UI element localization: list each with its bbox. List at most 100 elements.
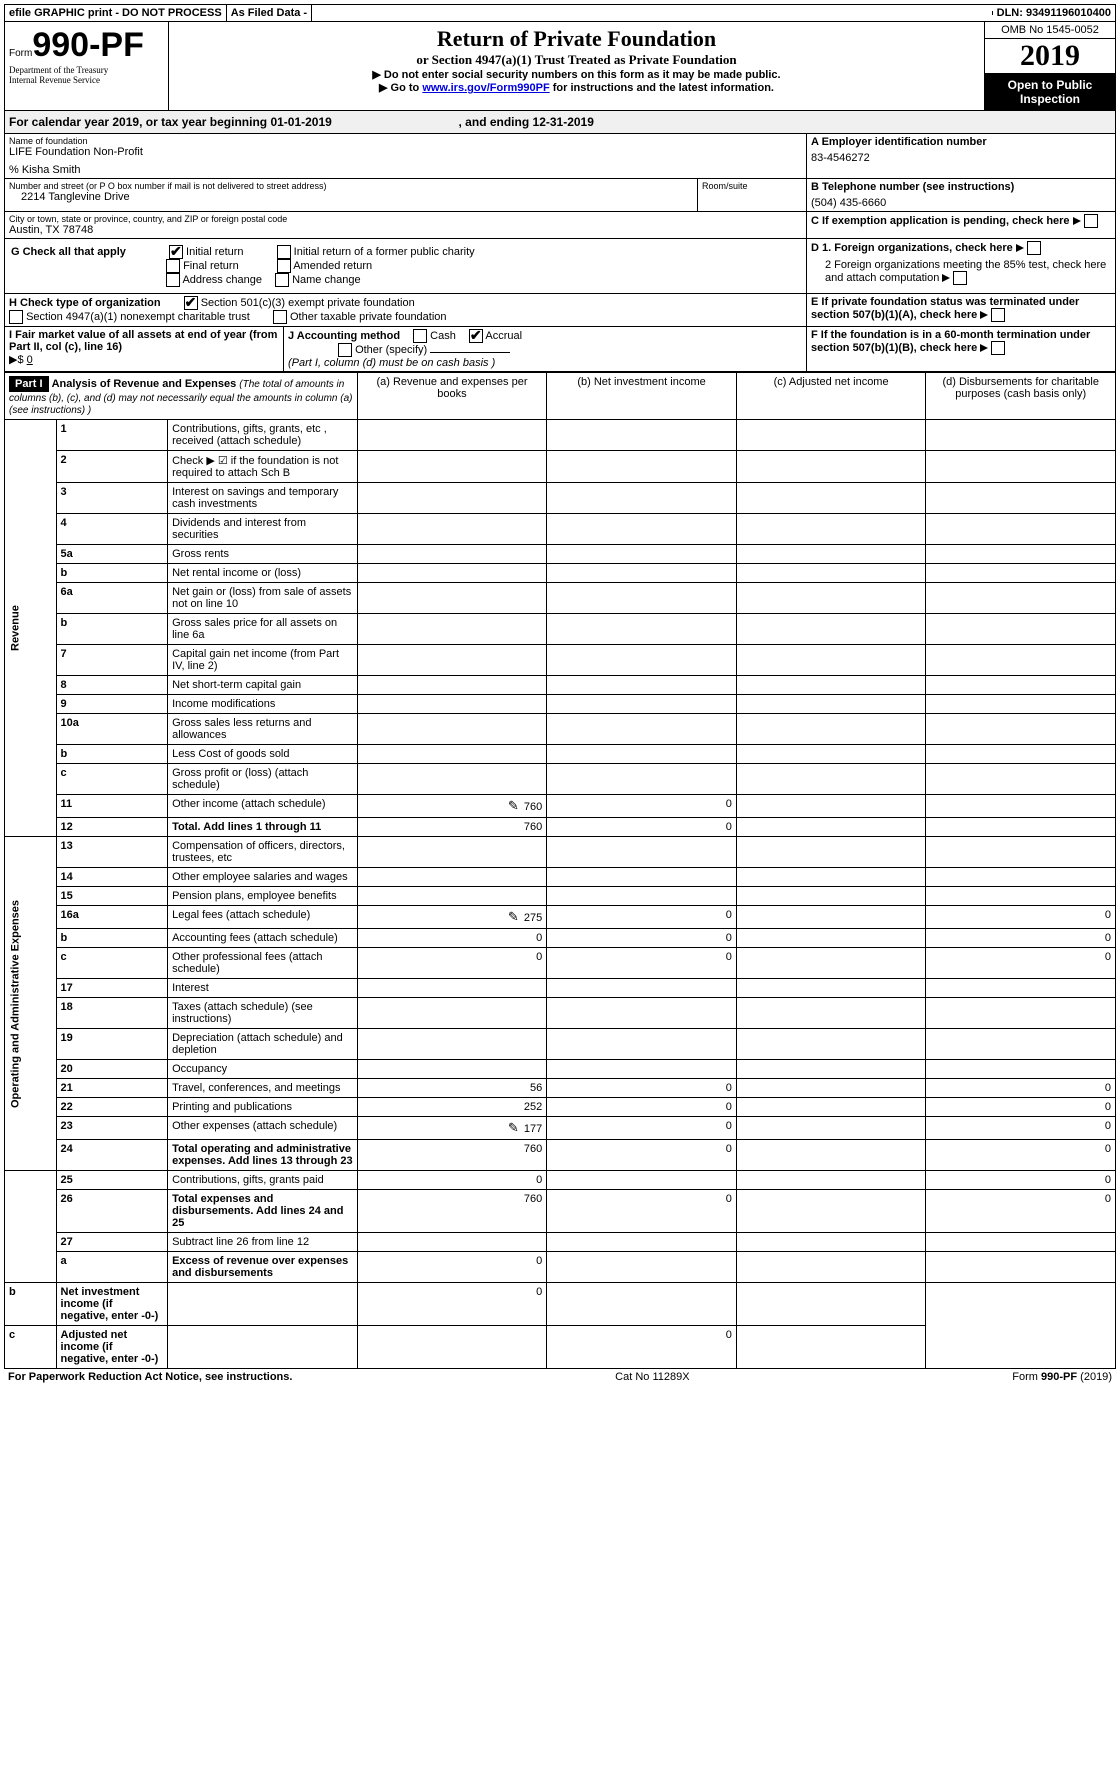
amt-cell <box>926 645 1116 676</box>
amt-cell: 0 <box>926 948 1116 979</box>
line-row: 22Printing and publications25200 <box>5 1098 1116 1117</box>
line-row: 24Total operating and administrative exp… <box>5 1140 1116 1171</box>
amt-cell <box>547 1029 737 1060</box>
amt-cell <box>547 887 737 906</box>
amt-cell <box>357 998 547 1029</box>
amt-cell: 0 <box>357 1283 547 1326</box>
line-num: 14 <box>56 868 168 887</box>
arrow-icon <box>942 274 950 282</box>
amt-cell: 0 <box>926 906 1116 929</box>
header: Form990-PF Department of the Treasury In… <box>4 22 1116 111</box>
amt-cell <box>736 564 926 583</box>
amt-cell <box>736 1190 926 1233</box>
line-num: 10a <box>56 714 168 745</box>
line-desc: Dividends and interest from securities <box>168 514 358 545</box>
line-row: 25Contributions, gifts, grants paid00 <box>5 1171 1116 1190</box>
form-word: Form <box>9 48 32 59</box>
amt-cell <box>736 545 926 564</box>
amt-cell <box>547 1060 737 1079</box>
arrow-icon <box>980 311 988 319</box>
line-row: bGross sales price for all assets on lin… <box>5 614 1116 645</box>
dept-label: Department of the Treasury <box>9 65 164 75</box>
amt-cell <box>736 1079 926 1098</box>
amt-cell <box>926 564 1116 583</box>
line-desc: Subtract line 26 from line 12 <box>168 1233 358 1252</box>
amt-cell: 0 <box>926 1171 1116 1190</box>
amt-cell <box>547 695 737 714</box>
line-row: aExcess of revenue over expenses and dis… <box>5 1252 1116 1283</box>
c-checkbox[interactable] <box>1084 214 1098 228</box>
e-checkbox[interactable] <box>991 308 1005 322</box>
tel-value: (504) 435-6660 <box>811 197 1111 209</box>
line-num: 21 <box>56 1079 168 1098</box>
amt-cell <box>736 1117 926 1140</box>
g-amended-checkbox[interactable] <box>277 259 291 273</box>
irs-link[interactable]: www.irs.gov/Form990PF <box>422 82 549 94</box>
f-checkbox[interactable] <box>991 341 1005 355</box>
line-num: 8 <box>56 676 168 695</box>
g-initial-checkbox[interactable] <box>169 245 183 259</box>
line-desc: Other expenses (attach schedule) <box>168 1117 358 1140</box>
amt-cell <box>736 868 926 887</box>
line-num: b <box>56 614 168 645</box>
attachment-icon[interactable]: ✎ <box>508 1120 519 1135</box>
g-former-checkbox[interactable] <box>277 245 291 259</box>
amt-cell <box>926 420 1116 451</box>
line-num: 13 <box>56 837 168 868</box>
line-row: cOther professional fees (attach schedul… <box>5 948 1116 979</box>
j-accrual-checkbox[interactable] <box>469 329 483 343</box>
amt-cell <box>357 714 547 745</box>
amt-cell <box>926 887 1116 906</box>
amt-cell <box>547 837 737 868</box>
g-final-checkbox[interactable] <box>166 259 180 273</box>
line-row: 16aLegal fees (attach schedule)✎ 27500 <box>5 906 1116 929</box>
amt-cell <box>736 483 926 514</box>
amt-cell <box>926 868 1116 887</box>
g-name-checkbox[interactable] <box>275 273 289 287</box>
attachment-icon[interactable]: ✎ <box>508 798 519 813</box>
line-row: 20Occupancy <box>5 1060 1116 1079</box>
amt-cell <box>357 564 547 583</box>
amt-cell: 0 <box>547 1098 737 1117</box>
amt-cell: 0 <box>547 906 737 929</box>
line-desc: Legal fees (attach schedule) <box>168 906 358 929</box>
amt-cell <box>547 545 737 564</box>
h-other-checkbox[interactable] <box>273 310 287 324</box>
amt-cell <box>926 979 1116 998</box>
amt-cell <box>926 1233 1116 1252</box>
j-other-checkbox[interactable] <box>338 343 352 357</box>
line-num: 19 <box>56 1029 168 1060</box>
amt-cell <box>736 745 926 764</box>
g-address-checkbox[interactable] <box>166 273 180 287</box>
amt-cell <box>547 1252 737 1283</box>
room-label: Room/suite <box>702 181 802 191</box>
amt-cell: 0 <box>357 929 547 948</box>
amt-cell <box>926 1060 1116 1079</box>
d1-checkbox[interactable] <box>1027 241 1041 255</box>
amt-cell <box>357 837 547 868</box>
arrow-icon <box>1016 244 1024 252</box>
line-row: 9Income modifications <box>5 695 1116 714</box>
amt-cell <box>357 451 547 483</box>
line-num: 11 <box>56 795 168 818</box>
h-501c3-checkbox[interactable] <box>184 296 198 310</box>
line-row: 17Interest <box>5 979 1116 998</box>
footer-right: Form 990-PF (2019) <box>1012 1371 1112 1383</box>
line-desc: Gross sales less returns and allowances <box>168 714 358 745</box>
d2-checkbox[interactable] <box>953 271 967 285</box>
amt-cell <box>547 420 737 451</box>
amt-cell: 56 <box>357 1079 547 1098</box>
arrow-icon <box>980 344 988 352</box>
j-cash-checkbox[interactable] <box>413 329 427 343</box>
amt-cell <box>357 676 547 695</box>
title-note1: ▶ Do not enter social security numbers o… <box>173 68 980 81</box>
footer-cat: Cat No 11289X <box>615 1371 689 1383</box>
amt-cell <box>736 887 926 906</box>
ein-label: A Employer identification number <box>811 136 1111 148</box>
tel-label: B Telephone number (see instructions) <box>811 181 1111 193</box>
line-num: b <box>56 929 168 948</box>
line-row: bNet rental income or (loss) <box>5 564 1116 583</box>
attachment-icon[interactable]: ✎ <box>508 909 519 924</box>
h-4947-checkbox[interactable] <box>9 310 23 324</box>
part1-table: Part I Analysis of Revenue and Expenses … <box>4 372 1116 1369</box>
